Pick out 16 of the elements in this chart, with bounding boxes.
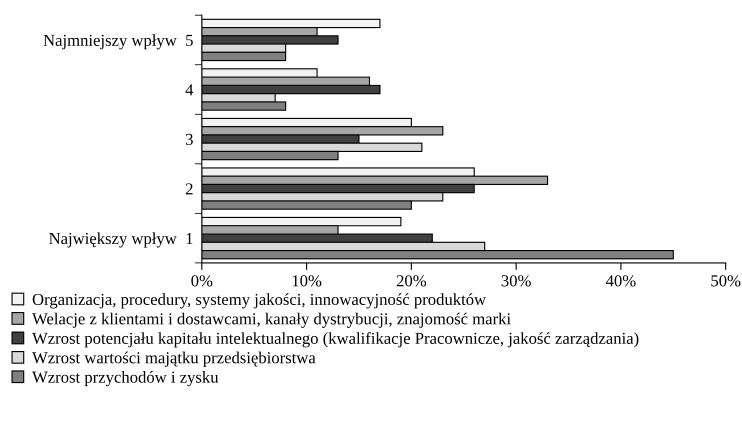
legend-label: Wzrost przychodów i zysku	[32, 371, 218, 386]
x-tick-label: 40%	[606, 275, 636, 286]
x-tick-label: 10%	[292, 275, 322, 286]
legend-label: Welacje z klientami i dostawcami, kanały dystrybucji, znajomość marki	[32, 312, 511, 328]
y-tick-label: Największy wpływ 1	[49, 232, 192, 248]
x-tick-label: 30%	[502, 275, 531, 286]
legend-label: Wzrost potencjału kapitału intelektualnego (kwalifikacje Pracownicze, jakość zarządzania)	[32, 332, 638, 348]
x-tick-label: 0%	[191, 275, 212, 286]
y-tick-label: 3	[186, 134, 193, 145]
y-tick-label: 2	[186, 183, 193, 194]
x-tick-label: 50%	[711, 275, 740, 286]
legend-label: Organizacja, procedury, systemy jakości, innowacyjność produktów	[32, 293, 486, 308]
legend-label: Wzrost wartości majątku przedsiębiorstwa	[32, 352, 316, 367]
y-tick-label: Najmniejszy wpływ 5	[44, 34, 193, 50]
y-tick-label: 4	[185, 84, 194, 96]
x-tick-label: 20%	[396, 275, 426, 286]
